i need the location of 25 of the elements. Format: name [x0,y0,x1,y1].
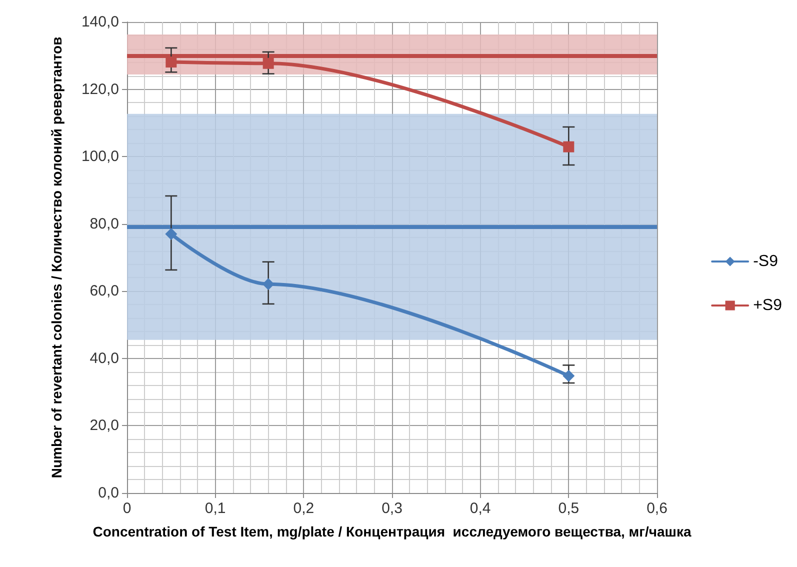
x-tick-label: 0 [122,500,132,517]
y-tick-label: 40,0 [90,350,119,367]
point [262,278,274,290]
x-tick-label: 0,5 [558,500,580,517]
y-tick-label: 0,0 [98,484,119,502]
legend-label: +S9 [753,297,782,314]
y-tick-label: 120,0 [81,80,119,98]
y-tick-label: 100,0 [81,148,119,166]
y-axis-title: Number of revertant colonies / Количество колоний ревертантов [48,36,64,478]
point [165,228,178,240]
x-tick-label: 0,1 [204,500,226,517]
x-tick-label: 0,3 [382,500,402,517]
legend-label: -S9 [753,253,778,270]
point [562,370,575,382]
point [563,141,574,152]
y-tick-label: 140,0 [81,14,119,30]
y-tick-label: 60,0 [90,282,119,300]
x-tick-label: 0,2 [293,500,314,517]
x-axis-title: Concentration of Test Item, mg/plate / Концентрация исследуемого вещества, мг/чашка [92,524,692,540]
y-tick-label: 20,0 [90,417,119,434]
point [262,58,274,69]
point [166,56,177,68]
y-tick-label: 80,0 [90,215,119,232]
x-tick-label: 0,6 [646,500,668,517]
x-tick-label: 0,4 [470,500,491,517]
